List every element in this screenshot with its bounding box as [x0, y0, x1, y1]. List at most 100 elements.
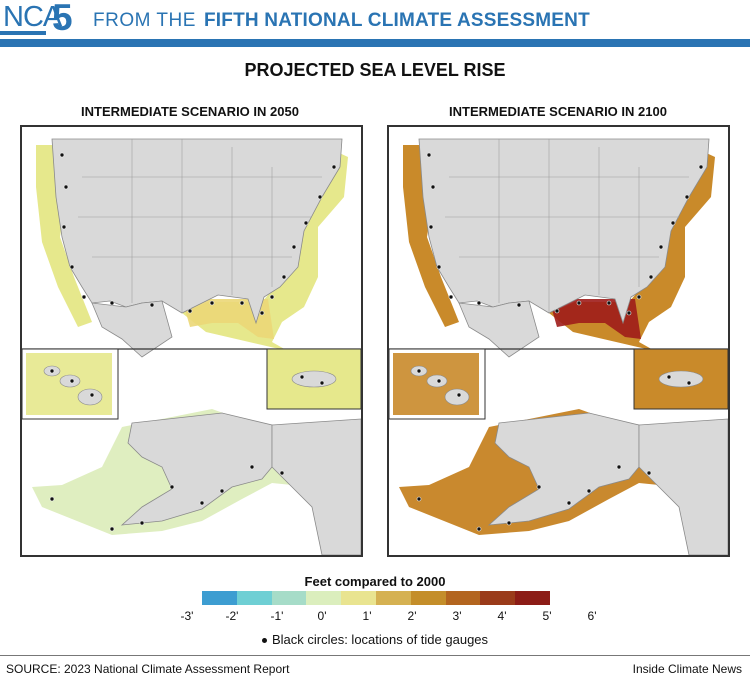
tide-gauge-marker	[428, 224, 434, 230]
legend-swatch	[202, 591, 237, 605]
nca-logo-text: NCA	[3, 1, 62, 33]
tide-gauge-marker	[416, 496, 422, 502]
tide-gauge-marker	[648, 274, 654, 280]
tide-gauge-marker	[448, 294, 454, 300]
credit-text: Inside Climate News	[632, 662, 742, 676]
tide-gauge-marker	[249, 464, 255, 470]
tide-gauge-marker	[187, 308, 193, 314]
legend-swatch	[236, 591, 272, 605]
legend-swatch	[480, 591, 516, 605]
tide-gauge-marker	[49, 368, 55, 374]
tide-gauge-marker	[576, 300, 582, 306]
puerto-rico-island	[291, 370, 337, 388]
tide-gauge-marker	[536, 484, 542, 490]
canada-landmass	[638, 418, 728, 555]
tide-gauge-marker	[646, 470, 652, 476]
tide-gauge-marker	[586, 488, 592, 494]
legend-swatch	[271, 591, 307, 605]
tide-gauge-marker	[279, 470, 285, 476]
legend-tick-label: 4'	[497, 609, 507, 623]
state-boundaries	[78, 139, 322, 313]
tide-gauge-marker	[209, 300, 215, 306]
legend-tick-label: -2'	[225, 609, 239, 623]
tide-gauge-marker	[299, 374, 305, 380]
tide-gauge-marker	[698, 164, 704, 170]
mexico-landmass	[91, 300, 173, 358]
tide-gauge-marker	[49, 496, 55, 502]
coastal-projection-band	[403, 145, 715, 351]
puerto-rico-island	[658, 370, 704, 388]
tide-gauge-marker	[319, 380, 325, 386]
header-rule	[0, 39, 750, 47]
tide-gauge-marker	[476, 300, 482, 306]
tide-gauge-marker	[658, 244, 664, 250]
tide-gauge-marker	[666, 374, 672, 380]
panel-title-2100: INTERMEDIATE SCENARIO IN 2100	[449, 104, 667, 119]
hawaii-island	[444, 388, 470, 406]
tide-gauge-marker	[59, 152, 65, 158]
tide-gauge-marker	[109, 300, 115, 306]
state-boundaries	[445, 139, 689, 313]
tide-gauge-marker	[626, 310, 632, 316]
tide-gauge-marker	[259, 310, 265, 316]
tide-gauge-marker	[331, 164, 337, 170]
tide-gauge-marker	[684, 194, 690, 200]
tide-gauge-marker	[89, 392, 95, 398]
map-2100	[387, 125, 730, 557]
tide-gauge-marker	[416, 368, 422, 374]
tide-gauge-marker	[81, 294, 87, 300]
coastal-projection-band	[36, 145, 348, 351]
legend-tick-label: 3'	[452, 609, 462, 623]
legend-swatch	[515, 591, 550, 605]
tide-gauge-marker	[516, 302, 522, 308]
legend-swatch	[445, 591, 481, 605]
legend-tick-label: 6'	[587, 609, 597, 623]
tide-gauge-marker	[239, 300, 245, 306]
mexico-landmass	[458, 300, 540, 358]
legend-color-bar	[202, 591, 550, 605]
tide-gauge-marker	[303, 220, 309, 226]
map-2050	[20, 125, 363, 557]
header: NCA 5 FROM THE FIFTH NATIONAL CLIMATE AS…	[0, 0, 750, 38]
map-svg	[389, 138, 728, 555]
tide-gauge-marker	[636, 294, 642, 300]
header-prefix: FROM THE	[93, 10, 196, 31]
canada-landmass	[271, 418, 361, 555]
tide-gauge-marker	[149, 302, 155, 308]
tide-gauge-marker	[291, 244, 297, 250]
legend-tick-label: 1'	[362, 609, 372, 623]
conus-landmass	[51, 138, 343, 325]
panel-title-2050: INTERMEDIATE SCENARIO IN 2050	[81, 104, 299, 119]
tide-gauge-marker	[436, 378, 442, 384]
source-text: SOURCE: 2023 National Climate Assessment…	[6, 662, 290, 676]
tide-gauge-marker	[69, 378, 75, 384]
tide-gauge-marker	[456, 392, 462, 398]
tide-gauge-marker	[281, 274, 287, 280]
conus-landmass	[418, 138, 710, 325]
figure-title: PROJECTED SEA LEVEL RISE	[244, 60, 506, 80]
nca-logo-number: 5	[52, 0, 73, 38]
tide-gauge-marker	[269, 294, 275, 300]
legend-title: Feet compared to 2000	[304, 574, 446, 589]
header-title: FIFTH NATIONAL CLIMATE ASSESSMENT	[204, 10, 590, 31]
legend-tick-label: -1'	[270, 609, 284, 623]
tide-gauge-marker	[476, 526, 482, 532]
map-svg	[22, 138, 361, 555]
legend-tick-label: 0'	[317, 609, 327, 623]
legend-tick-label: 5'	[542, 609, 552, 623]
tide-gauge-marker	[169, 484, 175, 490]
tide-gauge-marker	[426, 152, 432, 158]
tide-gauge-marker	[436, 264, 442, 270]
tide-gauge-marker	[139, 520, 145, 526]
tide-gauge-marker	[63, 184, 69, 190]
tide-gauge-marker	[61, 224, 67, 230]
tide-gauge-marker	[616, 464, 622, 470]
legend-swatch	[306, 591, 342, 605]
legend-swatch	[410, 591, 446, 605]
legend-tick-labels: -3' -2' -1' 0' 1' 2' 3' 4' 5' 6'	[172, 609, 597, 625]
tide-gauge-marker	[219, 488, 225, 494]
tide-gauge-marker	[317, 194, 323, 200]
tide-gauge-marker	[506, 520, 512, 526]
tide-gauge-marker	[69, 264, 75, 270]
logo-underline	[0, 31, 46, 35]
